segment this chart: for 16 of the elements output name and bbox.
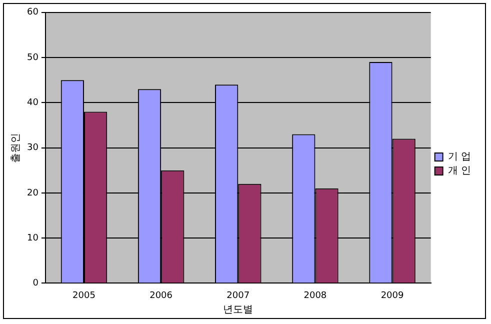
y-tick-label: 30 bbox=[27, 143, 39, 154]
legend-label: 개 인 bbox=[448, 166, 472, 177]
x-tick-label: 2005 bbox=[72, 290, 96, 301]
x-tick-label: 2006 bbox=[150, 290, 173, 301]
y-tick-label: 50 bbox=[27, 52, 39, 63]
x-tick-label: 2008 bbox=[304, 290, 327, 301]
x-tick-label: 2009 bbox=[380, 290, 404, 301]
y-tick-label: 10 bbox=[27, 233, 39, 244]
y-tick-label: 60 bbox=[27, 8, 39, 18]
legend-label: 기 업 bbox=[448, 152, 472, 163]
x-axis-title: 년도별 bbox=[223, 304, 254, 316]
y-tick-label: 40 bbox=[27, 98, 39, 108]
y-axis-title: 출원인 bbox=[10, 132, 22, 163]
y-tick-label: 0 bbox=[32, 278, 39, 289]
y-tick-label: 20 bbox=[27, 188, 39, 198]
x-tick-label: 2007 bbox=[226, 290, 250, 301]
